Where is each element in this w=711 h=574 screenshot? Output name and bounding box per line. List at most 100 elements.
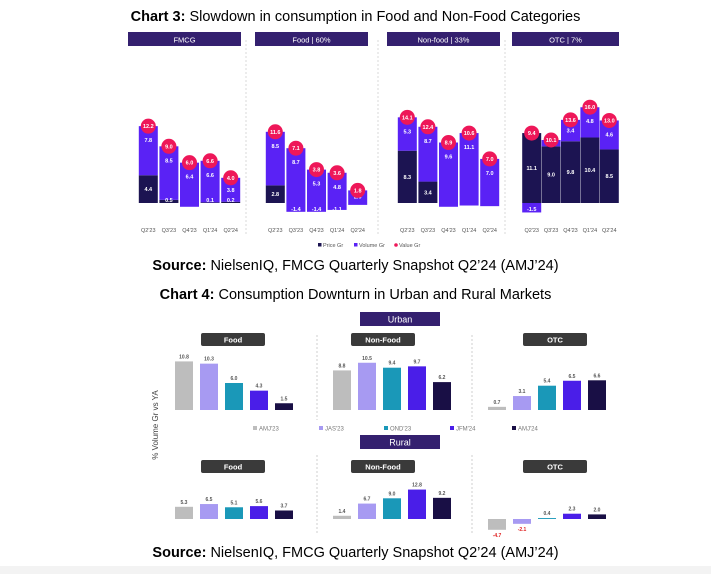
panel-header — [351, 460, 415, 473]
value-label: 1.8 — [354, 188, 362, 194]
panel-header — [523, 333, 587, 346]
panel-title: Food — [224, 336, 243, 345]
value-marker — [161, 138, 177, 154]
bar — [433, 382, 451, 410]
panel-header — [512, 32, 619, 46]
legend-marker — [384, 426, 388, 430]
category-label: Q4'23 — [441, 228, 456, 234]
source-label: Source: — [152, 545, 207, 561]
volume-bar — [200, 160, 220, 203]
bar — [225, 507, 243, 519]
bar — [588, 514, 606, 519]
chart4-caption-label: Chart 4: — [159, 287, 215, 303]
value-label: 0.7 — [494, 400, 501, 406]
legend-label: AMJ'23 — [259, 427, 279, 433]
value-label: 7.0 — [486, 157, 494, 163]
value-label: 6.0 — [231, 376, 238, 382]
value-label: 4.3 — [256, 384, 263, 390]
value-label: 12.2 — [143, 124, 154, 130]
bar — [225, 383, 243, 410]
bar — [513, 396, 531, 410]
bar — [358, 362, 376, 410]
category-label: Q3'23 — [544, 228, 559, 234]
price-bar — [439, 203, 458, 207]
category-label: Q2'24 — [223, 228, 238, 234]
volume-bar — [459, 133, 479, 203]
value-label: 9.4 — [528, 131, 537, 137]
bar — [358, 503, 376, 519]
volume-bar — [159, 146, 179, 200]
bar — [333, 515, 351, 519]
value-label: 10.6 — [464, 131, 475, 137]
value-label: 6.6 — [594, 373, 601, 379]
legend-marker — [253, 426, 257, 430]
volume-label: 3.4 — [567, 129, 576, 135]
section-title: Urban — [388, 315, 413, 325]
price-label: 3.4 — [424, 190, 433, 196]
category-label: Q2'23 — [400, 228, 415, 234]
category-label: Q4'23 — [563, 228, 578, 234]
price-bar — [541, 146, 561, 203]
source-text: NielsenIQ, FMCG Quarterly Snapshot Q2’24… — [206, 545, 559, 561]
panel-title: OTC | 7% — [549, 36, 582, 45]
category-label: Q1'24 — [583, 228, 598, 234]
price-bar — [348, 203, 368, 205]
source-note-chart4: Source: NielsenIQ, FMCG Quarterly Snapsh… — [0, 545, 711, 561]
value-label: 13.6 — [565, 118, 576, 124]
value-label: 1.4 — [339, 509, 346, 515]
volume-bar — [265, 131, 285, 186]
price-bar — [200, 202, 220, 203]
category-label: Q4'23 — [182, 228, 197, 234]
price-bar — [480, 203, 500, 207]
volume-label: 4.8 — [333, 185, 341, 191]
legend-label: Value Gr — [399, 243, 420, 249]
category-label: Q4'23 — [309, 228, 324, 234]
section-title: Rural — [389, 438, 411, 448]
legend-label: JFM'24 — [456, 427, 476, 433]
value-label: 6.6 — [206, 159, 214, 165]
value-marker — [582, 99, 598, 115]
bar — [275, 510, 293, 519]
price-label: -0.5 — [485, 207, 494, 213]
panel-title: Food | 60% — [292, 36, 331, 45]
bar — [563, 513, 581, 519]
volume-label: 4.6 — [605, 132, 613, 138]
bar — [200, 363, 218, 410]
panel-title: OTC — [547, 336, 563, 345]
volume-bar — [138, 126, 158, 176]
legend-label: OND'23 — [390, 427, 412, 433]
panel-header — [255, 32, 368, 46]
source-label: Source: — [152, 258, 207, 274]
value-label: 10.1 — [546, 138, 557, 144]
value-label: 5.3 — [181, 500, 188, 506]
volume-label: 8.7 — [292, 160, 300, 166]
price-bar — [599, 149, 619, 203]
chart3-caption-text: Slowdown in consumption in Food and Non-… — [185, 9, 581, 25]
value-label: 6.5 — [206, 497, 213, 503]
bar — [275, 403, 293, 410]
value-marker — [223, 170, 239, 186]
value-marker — [329, 165, 345, 181]
value-label: -2.1 — [518, 527, 527, 533]
volume-label: -1.5 — [527, 207, 536, 213]
bar — [333, 370, 351, 410]
panel-header — [128, 32, 241, 46]
volume-bar — [221, 177, 241, 202]
legend-marker — [394, 243, 398, 247]
volume-bar — [599, 120, 619, 150]
category-label: Q3'23 — [162, 228, 177, 234]
panel-title: Non-food | 33% — [418, 36, 470, 45]
volume-label: 5.3 — [403, 129, 411, 135]
bar — [408, 489, 426, 519]
volume-label: 4.8 — [586, 119, 594, 125]
panel-header — [523, 460, 587, 473]
value-label: 11.6 — [270, 130, 280, 136]
volume-bar — [522, 203, 542, 213]
category-label: Q2'24 — [350, 228, 365, 234]
y-axis-label: % Volume Gr vs YA — [151, 390, 160, 460]
legend-marker — [512, 426, 516, 430]
price-bar — [307, 203, 326, 212]
value-marker — [461, 125, 477, 141]
volume-label: 6.4 — [186, 175, 195, 181]
panel-title: FMCG — [173, 36, 195, 45]
